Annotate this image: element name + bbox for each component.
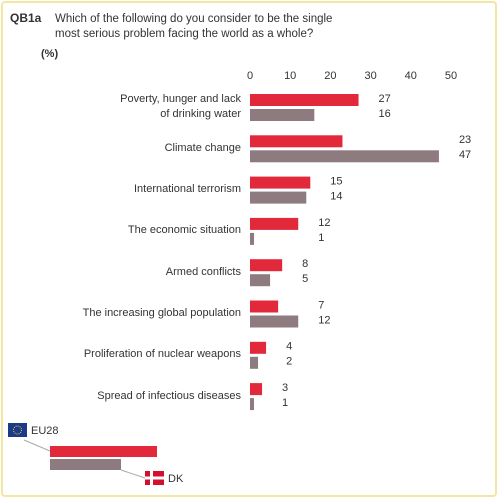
value-label: 4 xyxy=(286,341,292,353)
question-code: QB1a xyxy=(10,11,42,25)
legend-leader xyxy=(120,469,146,479)
bar xyxy=(250,259,283,272)
bar xyxy=(250,274,271,287)
chart-title: Which of the following do you consider t… xyxy=(55,13,333,40)
legend-swatch xyxy=(50,446,157,457)
value-label: 12 xyxy=(318,314,330,326)
category-label: Spread of infectious diseases xyxy=(97,389,241,402)
value-label: 23 xyxy=(459,134,471,146)
value-label: 7 xyxy=(318,299,324,311)
category-label: The increasing global population xyxy=(82,307,241,319)
bar xyxy=(250,383,263,396)
bar xyxy=(250,232,255,245)
value-label: 47 xyxy=(459,149,471,161)
legend-label: DK xyxy=(168,473,184,485)
value-label: 2 xyxy=(286,356,292,368)
unit: (%) xyxy=(41,48,58,60)
category-label: Proliferation of nuclear weapons xyxy=(83,348,241,361)
bar xyxy=(250,191,307,204)
value-label: 5 xyxy=(302,273,308,285)
bar xyxy=(250,300,279,313)
bar xyxy=(250,217,299,230)
category-label: International terrorism xyxy=(134,183,241,196)
bar xyxy=(250,150,439,163)
category-label: Poverty, hunger and lack of drinking wat… xyxy=(120,93,241,120)
category-label: Climate change xyxy=(164,141,241,154)
bar xyxy=(250,109,315,121)
bar xyxy=(250,341,267,354)
value-label: 27 xyxy=(379,93,391,105)
x-tick-label: 40 xyxy=(405,70,417,82)
legend-leader xyxy=(23,439,51,452)
value-label: 3 xyxy=(282,382,288,394)
value-label: 16 xyxy=(379,108,391,120)
value-label: 1 xyxy=(282,397,288,409)
bar xyxy=(250,315,299,328)
x-tick-label: 0 xyxy=(247,70,253,82)
value-label: 12 xyxy=(318,217,330,229)
x-tick-label: 10 xyxy=(284,70,296,82)
dk-cross xyxy=(145,476,164,480)
bar xyxy=(250,356,259,369)
x-tick-label: 20 xyxy=(324,70,336,82)
value-label: 15 xyxy=(330,176,342,188)
eu-flag xyxy=(8,423,27,437)
bar xyxy=(250,398,255,411)
eu-stars xyxy=(13,425,22,435)
value-label: 1 xyxy=(318,232,324,244)
bar xyxy=(250,94,359,106)
x-tick-label: 30 xyxy=(364,70,376,82)
category-label: The economic situation xyxy=(127,224,241,237)
category-label: Armed conflicts xyxy=(165,265,241,278)
value-label: 8 xyxy=(302,258,308,270)
bar xyxy=(250,176,311,189)
legend-label: EU28 xyxy=(31,425,59,437)
bar xyxy=(250,135,343,148)
x-tick-label: 50 xyxy=(445,70,457,82)
legend-swatch xyxy=(50,459,121,470)
value-label: 14 xyxy=(330,191,342,203)
